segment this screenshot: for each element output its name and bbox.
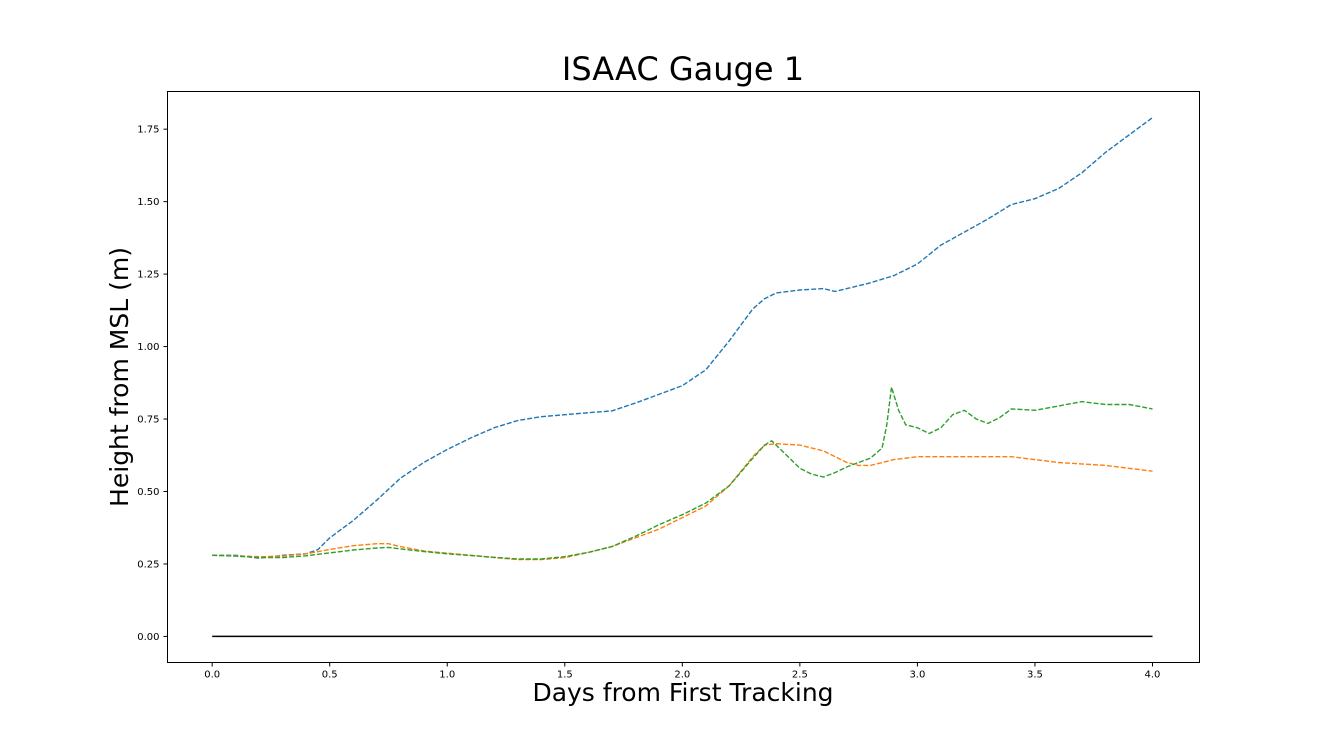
plot-frame xyxy=(167,91,1200,663)
x-tick-label: 3.5 xyxy=(1027,670,1043,681)
y-tick-label: 1.25 xyxy=(137,270,159,281)
y-tick-label: 0.25 xyxy=(137,559,159,570)
x-axis-label: Days from First Tracking xyxy=(532,678,833,707)
series-line-1 xyxy=(212,117,1153,559)
x-tick-label: 2.0 xyxy=(674,670,690,681)
x-tick-label: 0.5 xyxy=(322,670,338,681)
y-tick-label: 0.75 xyxy=(137,415,159,426)
x-axis: 0.0 0.5 1.0 1.5 2.0 2.5 3.0 3.5 4.0 xyxy=(204,662,1161,681)
x-tick-label: 3.0 xyxy=(909,670,925,681)
x-tick-label: 1.0 xyxy=(439,670,455,681)
x-tick-label: 2.5 xyxy=(792,670,808,681)
y-tick-label: 0.00 xyxy=(137,632,159,643)
chart-title: ISAAC Gauge 1 xyxy=(562,50,804,88)
x-tick-label: 0.0 xyxy=(204,670,220,681)
y-tick-label: 1.75 xyxy=(137,125,159,136)
y-axis-label: Height from MSL (m) xyxy=(105,247,134,507)
x-tick-label: 4.0 xyxy=(1145,670,1161,681)
y-axis: 0.00 0.25 0.50 0.75 1.00 1.25 1.50 1.75 xyxy=(137,125,168,643)
plot-area xyxy=(212,117,1153,638)
y-tick-label: 1.00 xyxy=(137,342,159,353)
series-line-2 xyxy=(212,443,1153,561)
y-tick-label: 0.50 xyxy=(137,487,159,498)
y-tick-label: 1.50 xyxy=(137,197,159,208)
x-tick-label: 1.5 xyxy=(557,670,573,681)
series-line-3 xyxy=(212,386,1153,560)
